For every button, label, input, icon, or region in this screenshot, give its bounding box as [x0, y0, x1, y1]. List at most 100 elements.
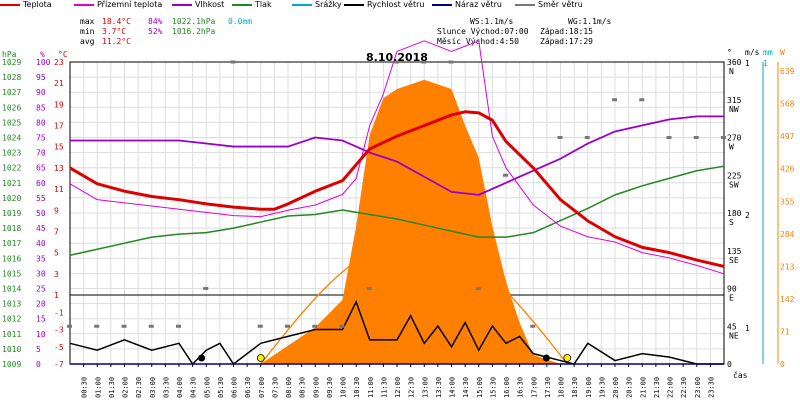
- legend-label: Teplota: [23, 0, 52, 9]
- axis-hpa-tick: 1011: [2, 330, 21, 339]
- axis-dir-tick: 270: [727, 134, 742, 143]
- axis-hpa-tick: 1009: [2, 360, 21, 369]
- x-tick-label: 18:00: [558, 377, 566, 398]
- sunrise-marker: [256, 354, 265, 362]
- x-tick-label: 13:30: [435, 377, 443, 398]
- axis-dir-label: SE: [729, 256, 739, 265]
- x-tick-label: 15:00: [476, 377, 484, 398]
- stats-max-temp: 18.4°C: [102, 17, 131, 26]
- legend-label: Tlak: [255, 0, 272, 9]
- axis-temp-tick: -7: [54, 360, 64, 369]
- axis-hpa-tick: 1025: [2, 118, 21, 127]
- x-tick-label: 18:30: [571, 377, 579, 398]
- x-tick-label: 08:00: [285, 377, 293, 398]
- legend-label: Směr větru: [538, 0, 583, 9]
- legend-item: Vlhkost: [172, 0, 224, 9]
- moonset-marker: [542, 354, 550, 362]
- stats-min-temp: 3.7°C: [102, 27, 127, 36]
- axis-ms-tick: 1: [745, 324, 750, 333]
- axis-dir-label: E: [729, 294, 734, 303]
- axis-pct-tick: 90: [36, 88, 46, 97]
- axis-w-unit: W: [780, 48, 785, 57]
- axis-mm-unit: mm: [763, 48, 773, 57]
- axis-hpa-tick: 1015: [2, 269, 21, 278]
- x-tick-label: 03:30: [162, 377, 170, 398]
- axis-pct-tick: 50: [36, 209, 46, 218]
- axis-hpa-tick: 1021: [2, 179, 21, 188]
- wind-direction-marker: [148, 324, 154, 328]
- axis-pct-tick: 20: [36, 300, 46, 309]
- x-tick-label: 14:00: [449, 377, 457, 398]
- axis-pct-tick: 15: [36, 315, 46, 324]
- legend-swatch: [74, 3, 94, 6]
- wind-direction-marker: [584, 136, 590, 139]
- axis-w-tick: 355: [780, 197, 795, 206]
- stats-min-press: 1016.2hPa: [172, 27, 216, 36]
- stats-max-hum: 84%: [148, 17, 163, 26]
- x-tick-label: 04:30: [190, 377, 198, 398]
- legend-label: Náraz větru: [455, 0, 502, 9]
- axis-dir-unit: °: [727, 48, 732, 57]
- legend-item: Tlak: [232, 0, 272, 9]
- axis-hpa-tick: 1012: [2, 315, 21, 324]
- legend-label: Vlhkost: [195, 0, 225, 9]
- stats-min-label: min: [80, 27, 95, 36]
- legend-swatch: [0, 3, 20, 6]
- axis-dir-tick: 45: [727, 322, 737, 331]
- legend-label: Srážky: [315, 0, 342, 9]
- x-tick-label: 02:00: [122, 377, 130, 398]
- axis-pct-tick: 75: [36, 134, 46, 143]
- axis-w-tick: 426: [780, 165, 795, 174]
- axis-ms-unit: m/s: [745, 48, 760, 57]
- axis-dir-label: S: [729, 218, 734, 227]
- x-tick-label: 23:00: [694, 377, 702, 398]
- series-humidity-line: [70, 115, 724, 196]
- axis-temp-tick: 11: [54, 185, 64, 194]
- x-tick-label: 11:30: [380, 377, 388, 398]
- axis-dir-tick: 180: [727, 209, 742, 218]
- axis-temp-unit: °C: [58, 50, 68, 59]
- axis-hpa-tick: 1018: [2, 224, 21, 233]
- x-tick-label: 00:30: [81, 377, 89, 398]
- stats-max-press: 1022.1hPa: [172, 17, 216, 26]
- wind-direction-marker: [421, 60, 427, 64]
- axis-hpa-tick: 1016: [2, 254, 21, 263]
- axis-dir-label: W: [729, 143, 734, 152]
- axis-pct-tick: 5: [36, 345, 41, 354]
- stats-avg-temp: 11.2°C: [102, 37, 131, 46]
- wind-direction-marker: [203, 287, 209, 290]
- legend-label: Přízemní teplota: [97, 0, 163, 9]
- axis-w-tick: 497: [780, 132, 795, 141]
- x-tick-label: 11:00: [367, 377, 375, 398]
- axis-temp-tick: 17: [54, 122, 64, 131]
- axis-temp-tick: 9: [54, 206, 59, 215]
- axis-temp-tick: 5: [54, 249, 59, 258]
- legend: Teplota Přízemní teplota Vlhkost Tlak Srážky…: [0, 0, 800, 10]
- x-tick-label: 20:00: [612, 377, 620, 398]
- x-tick-label: 17:00: [530, 377, 538, 398]
- x-tick-label: 14:30: [462, 377, 470, 398]
- axis-temp-tick: 13: [54, 164, 64, 173]
- axis-pct-tick: 100: [36, 58, 51, 67]
- chart-title: 8.10.2018: [366, 51, 428, 64]
- axis-dir-tick: 135: [727, 247, 742, 256]
- axis-hpa-tick: 1027: [2, 88, 21, 97]
- wind-direction-marker: [721, 136, 726, 139]
- x-tick-label: 22:30: [680, 377, 688, 398]
- axis-w-tick: 0: [780, 360, 785, 369]
- wind-direction-marker: [639, 98, 645, 102]
- moonrise-marker: [198, 354, 206, 362]
- legend-item: Teplota: [0, 0, 52, 9]
- x-tick-label: 19:00: [585, 377, 593, 398]
- x-tick-label: 12:00: [394, 377, 402, 398]
- legend-swatch: [432, 3, 452, 6]
- wind-direction-marker: [394, 60, 399, 64]
- series-sun-arc: [260, 239, 568, 365]
- x-tick-label: 15:30: [489, 377, 497, 398]
- axis-w-tick: 142: [780, 295, 795, 304]
- axis-pct-tick: 65: [36, 164, 46, 173]
- axis-pct-tick: 60: [36, 179, 46, 188]
- wind-direction-marker: [257, 324, 263, 328]
- wind-direction-marker: [557, 136, 563, 139]
- x-tick-label: 05:00: [203, 377, 211, 398]
